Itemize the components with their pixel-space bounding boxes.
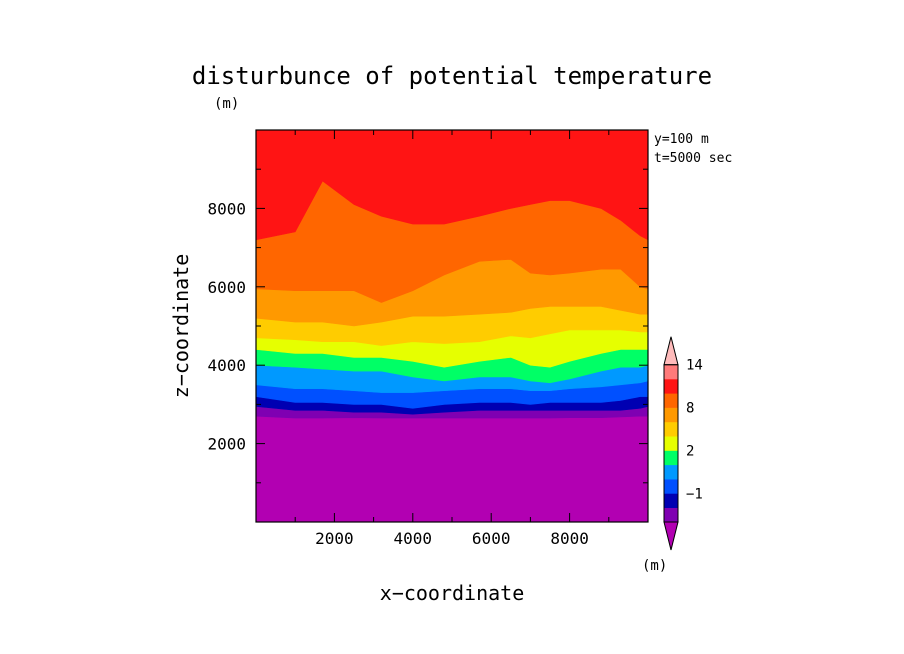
contour-band-0 (256, 415, 648, 522)
x-tick-label-2000: 2000 (315, 529, 354, 548)
x-tick-labels: 2000 4000 6000 8000 (315, 529, 589, 548)
colorbar-segment-14 (664, 364, 678, 380)
y-axis-label: z−coordinate (169, 254, 193, 399)
y-tick-label-8000: 8000 (207, 199, 246, 218)
colorbar-segment-8 (664, 407, 678, 423)
colorbar-label-8: 8 (686, 401, 694, 417)
chart-title: disturbunce of potential temperature (192, 62, 712, 90)
x-tick-label-4000: 4000 (394, 529, 433, 548)
colorbar-segment-1 (664, 464, 678, 480)
colorbar-segment-12 (664, 379, 678, 394)
colorbar-label-minus-1: −1 (686, 486, 703, 502)
contour-band-10 (256, 130, 648, 241)
y-tick-labels: 2000 4000 6000 8000 (207, 199, 246, 453)
colorbar-frame (663, 364, 679, 523)
colorbar-segment--1 (664, 493, 678, 508)
colorbar-segment-6 (664, 421, 678, 437)
colorbar-segment-2 (664, 450, 678, 466)
colorbar-label-2: 2 (686, 444, 694, 460)
colorbar (663, 336, 679, 551)
colorbar-labels: 14 8 2 −1 (686, 358, 703, 503)
annotations: y=100 m t=5000 sec (654, 132, 732, 166)
colorbar-segment-10 (664, 393, 678, 408)
colorbar-segment-4 (664, 436, 678, 451)
colorbar-extend-high (663, 336, 679, 366)
y-tick-label-4000: 4000 (207, 356, 246, 375)
x-axis-label: x−coordinate (380, 581, 525, 605)
x-tick-label-6000: 6000 (472, 529, 511, 548)
colorbar-segment--2 (664, 507, 678, 523)
x-tick-label-8000: 8000 (550, 529, 589, 548)
contour-bands (256, 130, 648, 522)
axis-ticks (256, 130, 648, 522)
chart-unit-label: (m) (214, 96, 239, 112)
plot-area (256, 130, 648, 522)
colorbar-unit-label: (m) (642, 558, 667, 574)
colorbar-label-14: 14 (686, 358, 703, 374)
colorbar-extend-low (663, 521, 679, 551)
colorbar-segment-0 (664, 479, 678, 494)
annotation-t: t=5000 sec (654, 151, 732, 166)
y-tick-label-2000: 2000 (207, 435, 246, 454)
annotation-y: y=100 m (654, 132, 709, 147)
y-tick-label-6000: 6000 (207, 278, 246, 297)
